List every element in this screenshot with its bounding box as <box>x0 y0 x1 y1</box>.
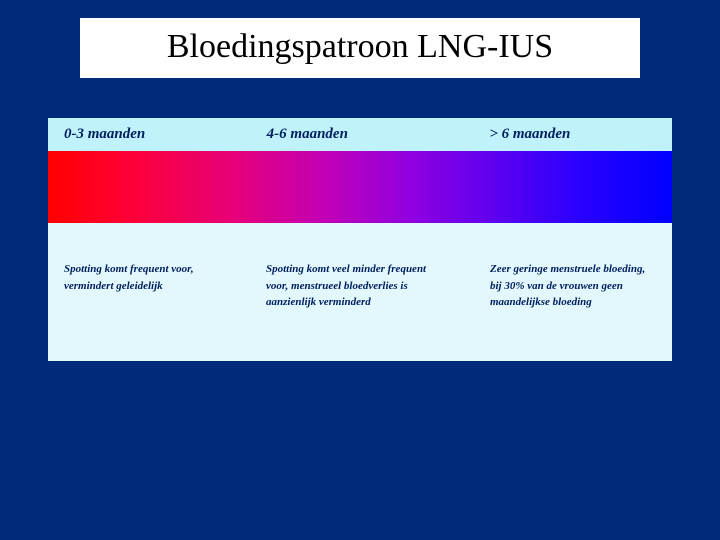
gradient-bar <box>48 151 672 223</box>
description-2: Spotting komt veel minder frequent voor,… <box>246 261 448 311</box>
slide-container: Bloedingspatroon LNG-IUS 0-3 maanden 4-6… <box>0 0 720 540</box>
description-3: Zeer geringe menstruele bloeding, bij 30… <box>448 261 672 311</box>
header-row: 0-3 maanden 4-6 maanden > 6 maanden <box>48 118 672 151</box>
period-header-3: > 6 maanden <box>449 118 672 151</box>
description-row: Spotting komt frequent voor, vermindert … <box>48 223 672 361</box>
timeline-table: 0-3 maanden 4-6 maanden > 6 maanden Spot… <box>48 118 672 361</box>
slide-title: Bloedingspatroon LNG-IUS <box>80 18 640 78</box>
period-header-2: 4-6 maanden <box>247 118 450 151</box>
description-1: Spotting komt frequent voor, vermindert … <box>48 261 246 311</box>
period-header-1: 0-3 maanden <box>48 118 247 151</box>
